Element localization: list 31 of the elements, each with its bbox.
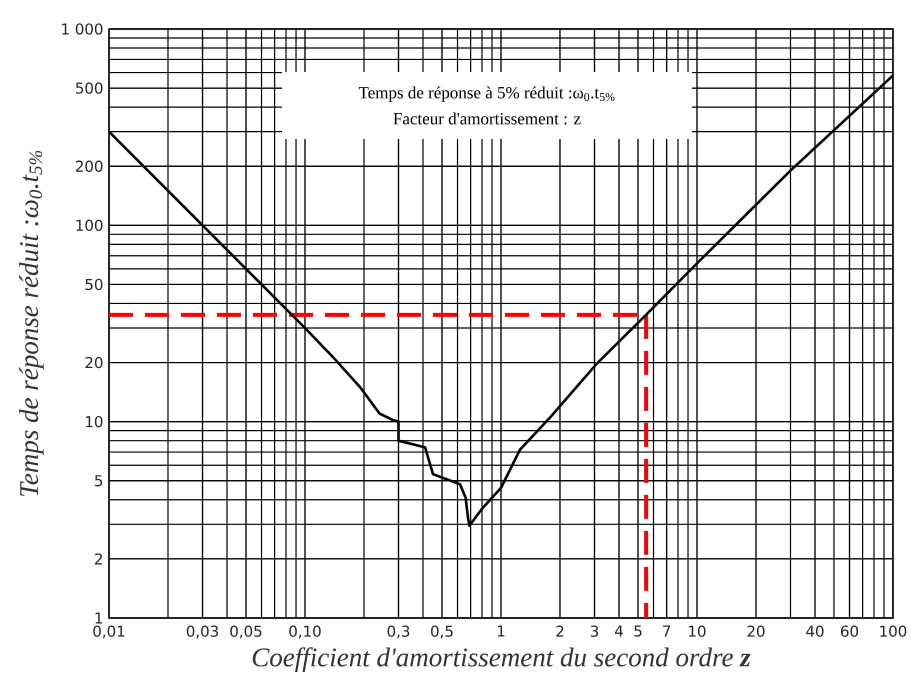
x-tick-label: 0,01: [93, 626, 124, 638]
annotation: Facteur d'amortissement : z: [393, 112, 581, 125]
x-axis-title: Coefficient d'amortissement du second ordre z: [252, 647, 751, 672]
y-tick-label: 50: [86, 278, 102, 290]
x-tick-label: 0,10: [289, 626, 321, 638]
x-tick-label: 100: [880, 626, 906, 637]
x-tick-label: 40: [806, 626, 824, 637]
y-tick-label: 1 000: [62, 23, 102, 35]
x-tick-label: 10: [689, 626, 706, 637]
x-tick-label: 20: [748, 626, 765, 637]
y-tick-label: 5: [95, 475, 102, 486]
y-tick-label: 200: [76, 160, 102, 172]
x-tick-label: 2: [556, 626, 564, 637]
y-axis-title: Temps de réponse réduit :ω$_{0}$.t$_{5%}$: [19, 150, 44, 496]
y-tick-label: 2: [95, 553, 102, 564]
x-tick-label: 7: [663, 626, 670, 636]
annotation: Temps de réponse à 5% réduit :ω$_{0}$.t$_{5%}$: [358, 86, 615, 102]
x-tick-label: 0,05: [230, 626, 262, 638]
x-tick-label: 0,3: [388, 626, 410, 638]
y-tick-label: 10: [86, 416, 102, 428]
x-tick-label: 3: [590, 626, 598, 637]
x-tick-label: 0,5: [431, 626, 453, 638]
y-tick-label: 500: [76, 82, 102, 94]
y-tick-label: 1: [96, 612, 102, 624]
x-tick-label: 60: [841, 626, 858, 637]
x-tick-label: 5: [634, 626, 642, 637]
x-tick-label: 4: [614, 626, 623, 636]
y-tick-label: 100: [76, 220, 102, 232]
y-tick-label: 20: [85, 356, 102, 368]
x-tick-label: 0,03: [186, 626, 218, 638]
x-tick-label: 1: [498, 626, 504, 636]
